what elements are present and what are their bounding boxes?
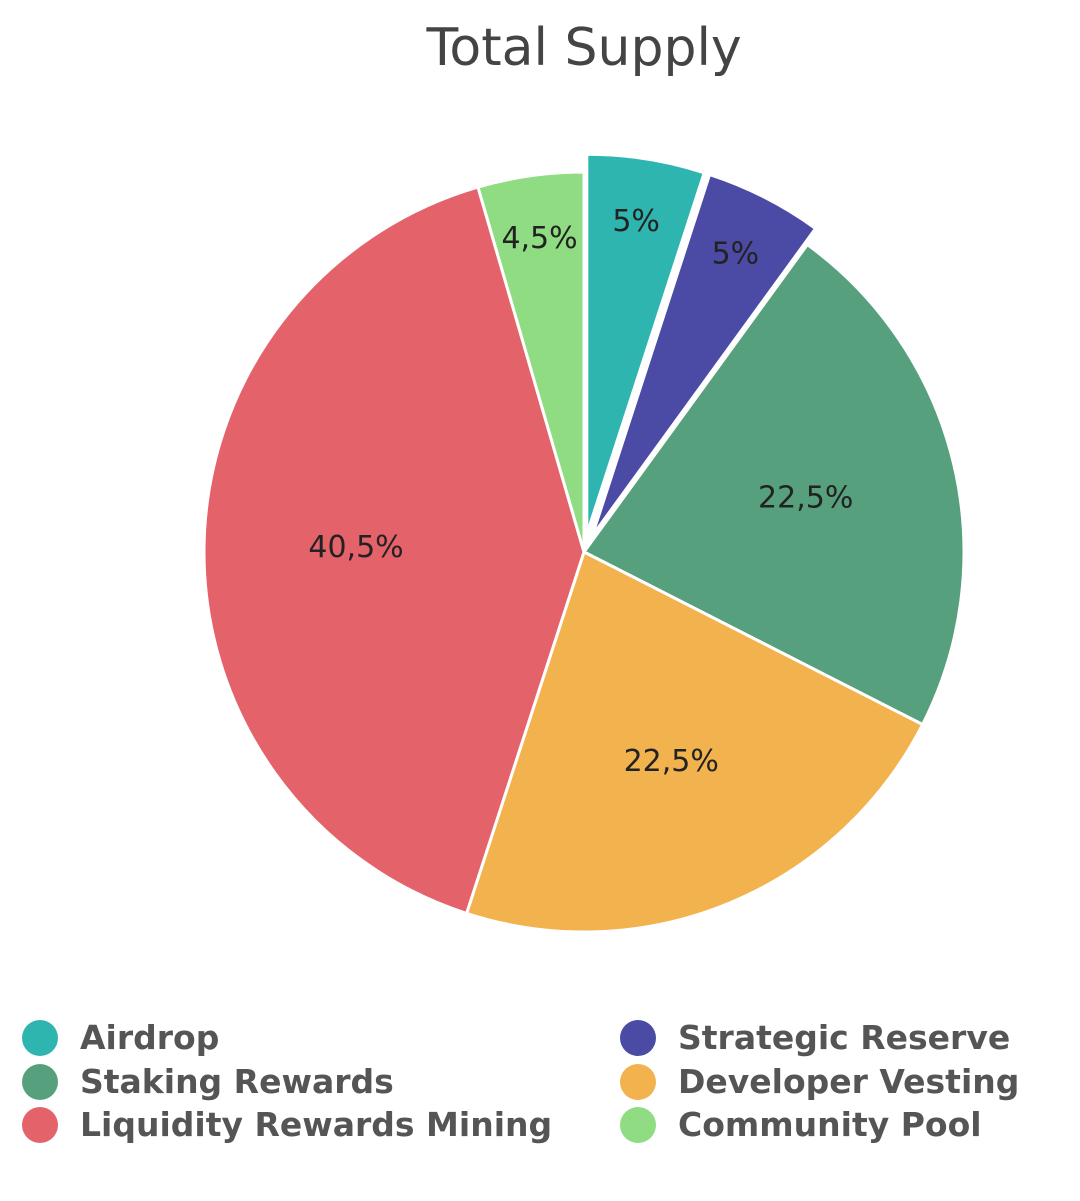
legend-item-community-pool[interactable]: Community Pool bbox=[620, 1105, 982, 1144]
legend-item-liquidity-rewards-mining[interactable]: Liquidity Rewards Mining bbox=[22, 1105, 552, 1144]
legend-label: Liquidity Rewards Mining bbox=[80, 1105, 553, 1144]
legend-label: Airdrop bbox=[80, 1018, 220, 1057]
pie-slice-strategic-reserve bbox=[590, 172, 818, 537]
pie-slice-liquidity-rewards-mining bbox=[202, 185, 586, 916]
legend-marker-icon bbox=[620, 1063, 656, 1100]
legend-marker-icon bbox=[22, 1019, 58, 1056]
pie-label-staking-rewards: 22,5% bbox=[758, 480, 853, 515]
legend-item-staking-rewards[interactable]: Staking Rewards bbox=[22, 1062, 394, 1101]
pie-slice-community-pool bbox=[476, 170, 586, 553]
legend-item-strategic-reserve[interactable]: Strategic Reserve bbox=[620, 1018, 1010, 1057]
legend-label: Strategic Reserve bbox=[678, 1018, 1011, 1057]
pie-labels: 5% 5% 22,5% 22,5% 40,5% 4,5% bbox=[308, 204, 853, 779]
chart-title: Total Supply bbox=[426, 18, 742, 78]
pie-slice-developer-vesting bbox=[464, 549, 925, 934]
legend-item-airdrop[interactable]: Airdrop bbox=[22, 1018, 219, 1057]
legend-marker-icon bbox=[620, 1106, 656, 1143]
legend-marker-icon bbox=[22, 1106, 58, 1143]
pie-slices bbox=[202, 152, 966, 934]
pie-label-liquidity-rewards-mining: 40,5% bbox=[308, 530, 403, 565]
pie-label-community-pool: 4,5% bbox=[501, 221, 577, 256]
legend-marker-icon bbox=[22, 1063, 58, 1100]
legend-label: Staking Rewards bbox=[80, 1062, 394, 1101]
pie-label-airdrop: 5% bbox=[612, 204, 660, 239]
chart-legend: Airdrop Staking Rewards Liquidity Rewards … bbox=[0, 1010, 1080, 1180]
legend-label: Community Pool bbox=[678, 1105, 982, 1144]
pie-label-strategic-reserve: 5% bbox=[712, 236, 760, 271]
pie-label-developer-vesting: 22,5% bbox=[624, 744, 719, 779]
legend-label: Developer Vesting bbox=[678, 1062, 1020, 1101]
pie-slice-staking-rewards bbox=[581, 242, 966, 727]
pie-slice-airdrop bbox=[585, 152, 707, 535]
legend-item-developer-vesting[interactable]: Developer Vesting bbox=[620, 1062, 1019, 1101]
pie-chart: 5% 5% 22,5% 22,5% 40,5% 4,5% bbox=[202, 152, 966, 934]
legend-marker-icon bbox=[620, 1019, 656, 1056]
